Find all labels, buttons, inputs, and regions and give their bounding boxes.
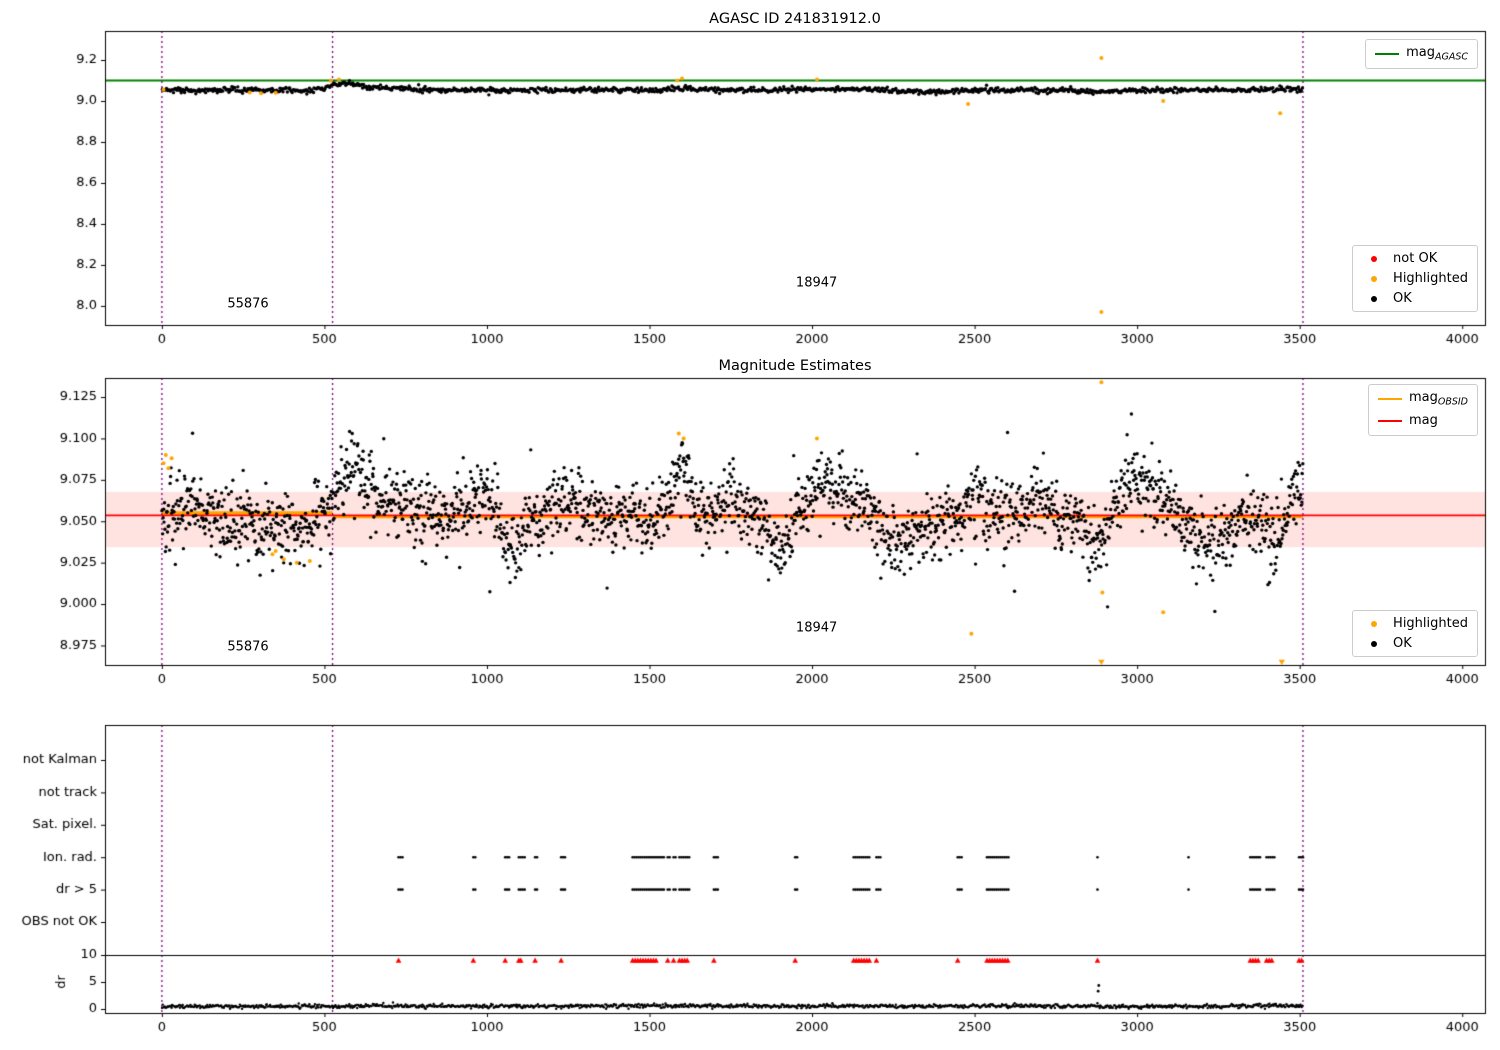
plot1-legend-mag-agasc: magAGASC	[1365, 39, 1478, 69]
legend-label-ok: OK	[1393, 636, 1412, 651]
plot2-obsid-label-55876: 55876	[227, 639, 269, 655]
legend-item-highlighted: Highlighted	[1362, 271, 1468, 286]
plot1-title: AGASC ID 241831912.0	[709, 11, 881, 27]
plot2-obsid-label-18947: 18947	[795, 620, 838, 636]
legend-item-mag-agasc: magAGASC	[1375, 45, 1468, 63]
plot2-title: Magnitude Estimates	[718, 358, 872, 374]
legend-item-highlighted: Highlighted	[1362, 616, 1468, 631]
ok-dot-swatch	[1371, 640, 1378, 647]
legend-label-mag: mag	[1408, 412, 1438, 428]
mag-obsid-line-swatch	[1377, 397, 1402, 400]
highlighted-dot-swatch	[1371, 275, 1378, 282]
highlighted-dot-swatch	[1371, 620, 1378, 627]
mag-line-swatch	[1377, 420, 1402, 423]
not-ok-dot-swatch	[1371, 255, 1378, 262]
plot1-obsid-label-55876: 55876	[227, 296, 269, 312]
ok-dot-swatch	[1371, 295, 1378, 302]
legend-item-mag-obsid: magOBSID	[1377, 390, 1468, 408]
legend-label-highlighted: Highlighted	[1393, 616, 1468, 631]
legend-label-not-ok: not OK	[1393, 251, 1438, 266]
mag-agasc-line-swatch	[1375, 52, 1400, 55]
plot2-legend-flags: Highlighted OK	[1352, 610, 1478, 657]
plot1-obsid-label-18947: 18947	[795, 275, 838, 291]
legend-item-ok: OK	[1362, 291, 1468, 306]
legend-label-mag-agasc: magAGASC	[1406, 45, 1468, 63]
plot1-legend-flags: not OK Highlighted OK	[1352, 245, 1478, 312]
legend-item-ok: OK	[1362, 636, 1468, 651]
legend-item-mag: mag	[1377, 412, 1468, 431]
legend-label-mag-obsid: magOBSID	[1408, 390, 1468, 408]
legend-label-ok: OK	[1393, 291, 1412, 306]
plot2-legend-lines: magOBSID mag	[1367, 384, 1478, 437]
legend-label-highlighted: Highlighted	[1393, 271, 1468, 286]
legend-item-not-ok: not OK	[1362, 251, 1468, 266]
